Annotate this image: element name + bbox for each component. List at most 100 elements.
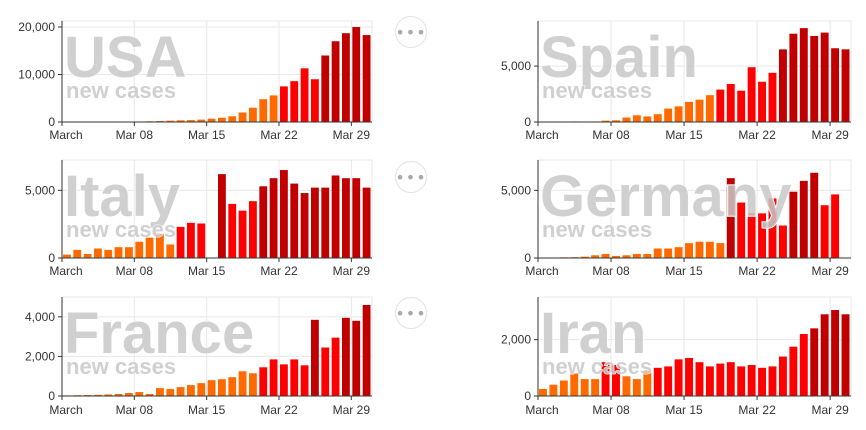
more-options-button-usa[interactable]: ••• [395, 16, 427, 48]
x-tick-label: Mar 29 [333, 264, 371, 278]
bar-italy-2020-03-05 [104, 249, 113, 258]
bar-usa-2020-03-18 [238, 112, 247, 122]
bar-germany-2020-03-14 [674, 247, 683, 258]
x-tick-label: Mar 22 [260, 264, 298, 278]
bar-usa-2020-03-29 [352, 27, 361, 122]
y-tick-label: 0 [524, 115, 531, 129]
chart-subtitle-spain: new cases [542, 78, 652, 103]
bar-france-2020-03-29 [352, 320, 361, 396]
bar-italy-2020-03-08 [135, 241, 144, 258]
bar-germany-2020-03-23 [768, 198, 777, 258]
more-options-button-italy[interactable]: ••• [395, 161, 427, 193]
y-tick-label: 2,000 [25, 349, 55, 363]
bar-spain-2020-03-16 [695, 99, 704, 122]
bar-iran-2020-03-22 [758, 367, 767, 396]
bar-spain-2020-03-29 [831, 48, 840, 123]
bar-iran-2020-03-16 [695, 362, 704, 396]
chart-title-italy: Italy [64, 164, 180, 229]
bar-iran-2020-03-18 [716, 363, 725, 396]
chart-subtitle-france: new cases [66, 354, 176, 379]
bar-usa-2020-03-19 [249, 107, 257, 122]
chart-title-usa: USA [64, 25, 186, 90]
bar-france-2020-03-09 [145, 394, 154, 396]
x-tick-label: Mar 22 [738, 403, 776, 417]
x-tick-label: Mar 15 [188, 403, 226, 417]
bar-germany-2020-03-17 [705, 241, 714, 258]
bar-usa-2020-03-27 [331, 41, 340, 122]
bar-usa-2020-03-12 [176, 120, 185, 122]
bar-iran-2020-03-14 [674, 359, 683, 396]
bar-usa-2020-03-13 [187, 120, 195, 122]
bar-italy-2020-03-30 [362, 187, 371, 258]
bar-spain-2020-03-23 [768, 72, 777, 122]
bar-italy-2020-03-19 [249, 201, 257, 258]
x-tick-label: Mar 22 [738, 128, 776, 142]
bar-iran-2020-03-26 [799, 334, 808, 396]
bar-france-2020-03-10 [156, 388, 164, 396]
x-tick-label: Mar 15 [665, 264, 703, 278]
bar-iran-2020-03-08 [612, 365, 620, 396]
bar-iran-2020-03-12 [653, 367, 662, 396]
bar-usa-2020-03-21 [269, 95, 278, 122]
x-tick-label: March [49, 128, 82, 142]
x-tick-label: Mar 15 [665, 128, 703, 142]
bar-iran-2020-03-06 [591, 379, 600, 396]
bar-spain-2020-03-18 [716, 89, 725, 122]
y-tick-label: 5,000 [501, 59, 531, 73]
x-tick-label: Mar 08 [592, 264, 630, 278]
y-tick-label: 0 [524, 251, 531, 265]
bar-italy-2020-03-18 [238, 210, 247, 258]
y-tick-label: 0 [48, 389, 55, 403]
x-tick-label: Mar 29 [333, 128, 371, 142]
bar-iran-2020-03-11 [643, 370, 652, 396]
bar-france-2020-03-25 [311, 319, 319, 396]
bar-usa-2020-03-30 [362, 35, 371, 123]
bar-iran-2020-03-24 [778, 356, 787, 396]
x-tick-label: Mar 15 [665, 403, 703, 417]
more-options-button-france[interactable]: ••• [395, 297, 427, 329]
bar-spain-2020-03-10 [632, 115, 641, 122]
more-horizontal-icon: ••• [395, 22, 427, 42]
x-tick-label: Mar 08 [592, 403, 630, 417]
y-tick-label: 0 [524, 389, 531, 403]
bar-iran-2020-03-19 [726, 362, 735, 396]
bar-spain-2020-03-21 [747, 67, 756, 122]
bar-iran-2020-03-13 [664, 366, 673, 396]
bar-france-2020-03-14 [197, 383, 206, 396]
bar-italy-2020-03-26 [321, 187, 330, 258]
bar-iran-2020-03-17 [705, 366, 714, 396]
bar-germany-2020-03-25 [789, 191, 798, 258]
bar-france-2020-03-11 [166, 389, 175, 396]
bar-france-2020-03-19 [249, 373, 257, 396]
bar-spain-2020-03-11 [643, 116, 652, 122]
bar-france-2020-03-24 [300, 365, 309, 396]
bar-usa-2020-03-20 [259, 99, 268, 122]
x-tick-label: Mar 29 [333, 403, 371, 417]
bar-germany-2020-03-11 [643, 253, 652, 258]
bar-france-2020-03-27 [331, 337, 340, 396]
bar-germany-2020-03-13 [664, 248, 673, 258]
bar-italy-2020-03-14 [197, 223, 206, 258]
bar-italy-2020-03-23 [290, 183, 299, 258]
bar-iran-2020-03-04 [570, 373, 579, 396]
chart-subtitle-iran: new cases [542, 354, 652, 379]
bar-spain-2020-03-07 [601, 120, 610, 122]
x-tick-label: Mar 29 [811, 403, 849, 417]
bar-iran-2020-03-10 [632, 379, 641, 396]
bar-france-2020-03-06 [114, 394, 123, 396]
bar-germany-2020-03-09 [622, 255, 631, 258]
bar-france-2020-03-26 [321, 347, 330, 396]
bar-germany-2020-03-18 [716, 243, 725, 258]
y-tick-label: 5,000 [25, 183, 55, 197]
bar-germany-2020-03-20 [737, 202, 746, 258]
bar-germany-2020-03-19 [726, 178, 735, 258]
bar-iran-2020-03-15 [685, 357, 693, 396]
bar-germany-2020-03-10 [632, 253, 641, 258]
bar-france-2020-03-13 [187, 385, 195, 396]
bar-germany-2020-03-15 [685, 243, 693, 258]
x-tick-label: Mar 22 [738, 264, 776, 278]
bar-spain-2020-03-22 [758, 81, 767, 122]
x-tick-label: March [49, 403, 82, 417]
bar-iran-2020-03-29 [831, 310, 840, 396]
